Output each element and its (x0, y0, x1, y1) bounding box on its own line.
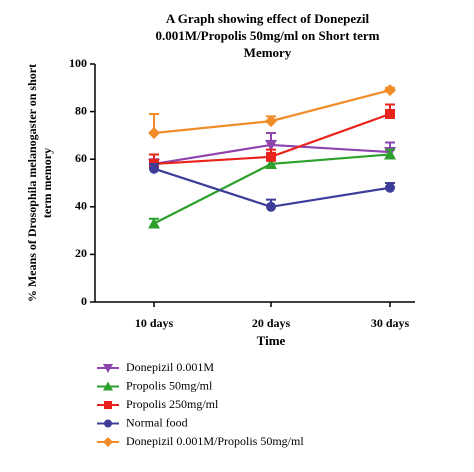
y-tick-label: 0 (81, 294, 87, 308)
point (384, 84, 396, 97)
point (265, 139, 277, 151)
point (385, 182, 395, 193)
point (265, 115, 277, 128)
legend-label: Normal food (126, 415, 188, 429)
point (103, 364, 113, 373)
point (265, 157, 277, 169)
y-tick-label: 60 (75, 151, 87, 165)
point (148, 217, 160, 229)
point (104, 419, 112, 428)
point (148, 127, 160, 140)
legend-label: Propolis 250mg/ml (126, 397, 219, 411)
point (384, 148, 396, 160)
x-tick-label: 10 days (135, 316, 174, 330)
y-tick-label: 80 (75, 103, 87, 117)
x-axis-title: Time (257, 333, 286, 348)
point (385, 108, 395, 119)
legend-label: Donepizil 0.001M/Propolis 50mg/ml (126, 434, 304, 448)
point (266, 151, 276, 162)
y-tick-label: 40 (75, 199, 87, 213)
point (103, 381, 113, 391)
point (266, 201, 276, 212)
point (149, 163, 159, 174)
y-tick-label: 100 (69, 56, 87, 70)
point (103, 437, 113, 447)
x-tick-label: 20 days (252, 316, 291, 330)
y-axis-title: % Means of Drosophila melanogaster on sh… (25, 63, 54, 303)
x-tick-label: 30 days (371, 316, 410, 330)
chart-title: A Graph showing effect of Donepezil 0.00… (155, 11, 380, 60)
legend-label: Propolis 50mg/ml (126, 378, 213, 392)
legend-label: Donepizil 0.001M (126, 360, 214, 374)
point (104, 401, 112, 409)
y-tick-label: 20 (75, 246, 87, 260)
